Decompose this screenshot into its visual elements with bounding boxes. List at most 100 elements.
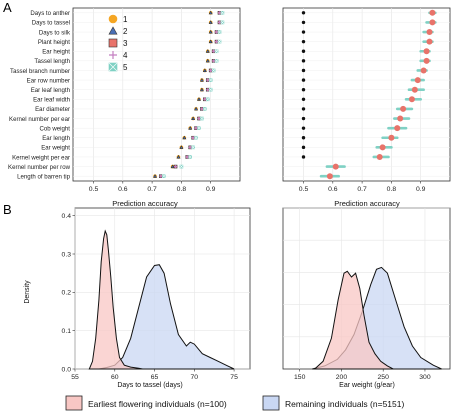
- legend-a-label: 4: [123, 51, 128, 60]
- a-right-reference-dot: [301, 116, 306, 121]
- a-left-point-series-5-cross: [220, 20, 225, 25]
- b-right-tick-label-x: 200: [336, 374, 348, 381]
- legend-a-item-3: 3: [108, 38, 128, 48]
- a-left-point-series-4: [212, 59, 216, 63]
- a-right-reference-dot: [301, 78, 306, 82]
- a-left-point-series-5-cross: [162, 174, 166, 178]
- b-right-xlabel: Ear weight (g/ear): [339, 382, 395, 389]
- a-right-reference-dot: [301, 155, 306, 159]
- a-left-point-series-5-cross: [179, 164, 184, 169]
- b-left-density-early: [88, 229, 143, 370]
- a-right-reference-dot: [301, 87, 306, 92]
- a-right-reference-dot: [301, 97, 306, 102]
- a-left-point-series-5: [217, 30, 222, 34]
- a-left-trait-label: Ear diameter: [35, 106, 70, 113]
- b-left-tick-label-x: 65: [151, 374, 159, 381]
- a-left-trait-label: Tassel length: [34, 58, 70, 65]
- a-right-point: [414, 77, 421, 84]
- a-right-reference-dot: [301, 11, 306, 15]
- a-left-point-series-5-cross: [211, 68, 216, 73]
- a-right-frame: [282, 7, 451, 182]
- legend-a-label: 5: [123, 63, 128, 72]
- a-left-point-series-4: [215, 30, 219, 34]
- a-left-point-series-4: [206, 88, 210, 92]
- a-right-reference-dot: [301, 107, 306, 111]
- b-left-tick-label-x: 70: [191, 374, 199, 381]
- a-left-point-series-5-cross: [197, 126, 201, 130]
- a-right-point: [429, 19, 436, 26]
- a-left-trait-label: Ear row number: [27, 77, 70, 84]
- legend-a-item-4: 4: [109, 51, 128, 60]
- a-left-point-series-5: [179, 164, 184, 169]
- a-left-point-series-5: [220, 20, 225, 25]
- a-left-trait-label: Kernel number per ear: [9, 116, 70, 123]
- a-right-point: [423, 48, 430, 55]
- a-left-point-series-5-cross: [214, 49, 219, 53]
- a-right-reference-dot: [301, 68, 306, 73]
- a-right-point: [388, 134, 395, 141]
- a-left-point-series-2: [176, 154, 181, 159]
- a-left-point-series-2: [202, 68, 207, 72]
- legend-b: Earliest flowering individuals (n=100) R…: [65, 395, 404, 411]
- a-right-tick-label: 0.9: [416, 186, 426, 193]
- a-left-xlabel: Prediction accuracy: [112, 199, 178, 208]
- a-right-point: [423, 57, 430, 64]
- a-left-tick-label: 0.5: [89, 186, 99, 193]
- a-left-point-series-4: [188, 145, 192, 149]
- a-right-reference-dot: [301, 136, 306, 140]
- a-left-point-series-4: [215, 40, 219, 44]
- a-left-point-series-2: [208, 20, 213, 24]
- a-right-point: [326, 173, 333, 180]
- legend-a-item-5: 5: [108, 62, 128, 72]
- a-left-point-series-4: [194, 126, 198, 130]
- legend-a-label: 3: [123, 39, 128, 48]
- a-left-point-series-5-cross: [208, 87, 213, 92]
- b-left-ylabel: Density: [24, 280, 31, 304]
- a-left-point-series-5: [191, 145, 195, 150]
- a-right-point: [420, 67, 427, 74]
- a-right-tick-label: 0.7: [357, 186, 367, 193]
- a-left-point-series-5-cross: [200, 116, 204, 121]
- a-left-point-series-4: [191, 136, 195, 140]
- b-left-xlabel: Days to tassel (days): [117, 382, 182, 389]
- a-left-point-series-5: [194, 135, 198, 140]
- a-left-trait-label: Tassel branch number: [10, 68, 70, 75]
- a-left-trait-label: Cob weight: [40, 125, 71, 132]
- a-left-point-series-5-cross: [217, 30, 222, 34]
- a-left-point-series-4: [185, 155, 189, 159]
- a-left-point-series-5-cross: [217, 39, 222, 44]
- a-left-point-series-2: [208, 39, 213, 44]
- a-left-trait-label: Ear height: [42, 49, 70, 56]
- a-left-point-series-5: [162, 174, 166, 178]
- a-left-point-series-5-cross: [208, 78, 213, 82]
- a-left-trait-label: Kernel number per row: [8, 164, 71, 171]
- a-left-point-series-2: [205, 49, 210, 53]
- b-right-tick-label-x: 300: [419, 374, 431, 381]
- a-left-trait-label: Days to silk: [39, 29, 71, 36]
- a-left-point-series-5-cross: [206, 97, 210, 102]
- legend-a-label: 1: [123, 15, 128, 24]
- a-right-point: [411, 86, 418, 93]
- a-left-point-series-4: [217, 20, 221, 24]
- a-right-point: [332, 163, 339, 170]
- a-left-point-series-5-cross: [214, 59, 219, 63]
- a-left-point-series-2: [170, 164, 175, 169]
- a-left-point-series-2: [179, 145, 184, 149]
- a-left-tick-label: 0.7: [147, 186, 157, 193]
- a-left-point-series-5: [220, 11, 225, 15]
- b-left-tick-label-y: 0.3: [62, 251, 72, 258]
- a-left-trait-label: Days to anther: [30, 10, 70, 17]
- a-right-point: [379, 144, 386, 151]
- a-right-point: [426, 38, 433, 45]
- a-right-tick-label: 0.8: [387, 186, 397, 193]
- a-right-point: [426, 29, 433, 36]
- a-left-point-series-5: [205, 97, 210, 102]
- a-left-point-series-5-cross: [191, 145, 195, 150]
- b-left-tick-label-y: 0.2: [62, 290, 72, 297]
- a-left-point-series-4: [197, 117, 201, 121]
- a-left-point-series-2: [191, 116, 196, 121]
- a-left-point-series-4: [203, 97, 207, 101]
- legend-a-label: 2: [123, 27, 128, 36]
- a-left-point-series-2: [205, 58, 210, 63]
- a-left-point-series-2: [208, 10, 213, 15]
